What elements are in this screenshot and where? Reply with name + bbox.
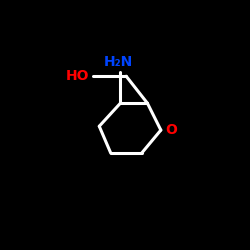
Text: H₂N: H₂N: [104, 54, 133, 68]
Text: HO: HO: [66, 69, 90, 83]
Text: O: O: [166, 123, 177, 137]
